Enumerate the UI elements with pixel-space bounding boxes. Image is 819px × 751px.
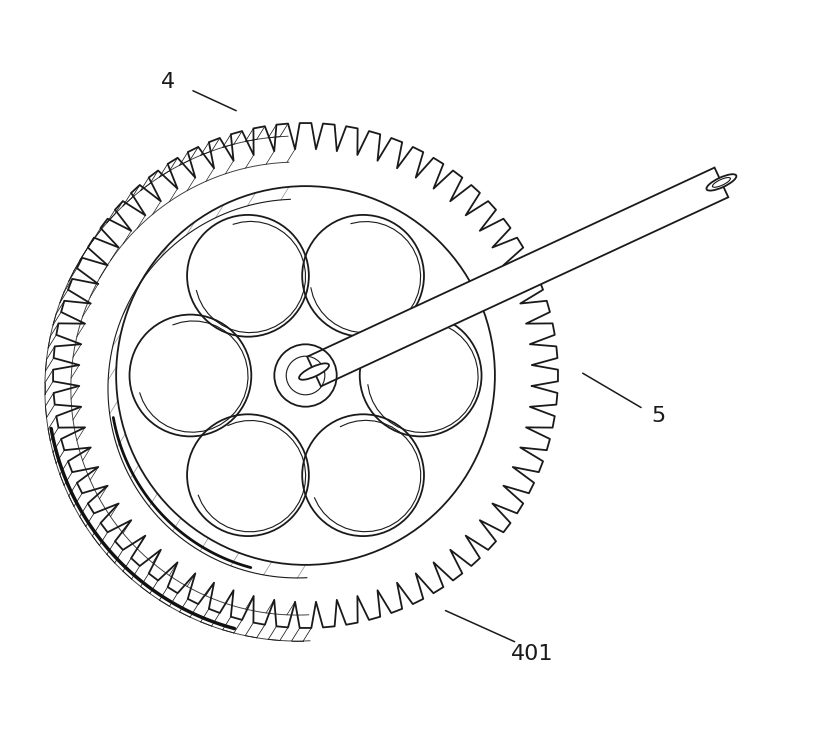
Text: 5: 5 (651, 406, 665, 427)
Polygon shape (307, 167, 728, 386)
Ellipse shape (707, 174, 736, 191)
Text: 401: 401 (511, 644, 554, 664)
Text: 4: 4 (161, 72, 175, 92)
Ellipse shape (299, 363, 329, 380)
